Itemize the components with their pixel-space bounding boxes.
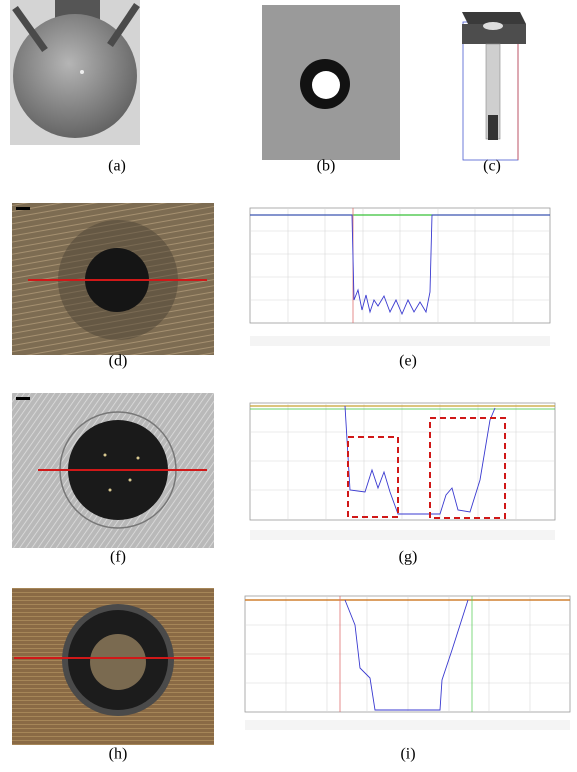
- micrograph-d: [12, 203, 214, 355]
- panel-label: (e): [399, 353, 417, 370]
- micrograph-h: [12, 588, 214, 745]
- panel-label: (h): [109, 746, 128, 763]
- panel-label: (b): [317, 158, 336, 175]
- panel-label: (c): [483, 158, 501, 175]
- panel-label: (a): [108, 158, 126, 175]
- panel-label: (f): [110, 549, 126, 566]
- micrograph-f: [12, 393, 214, 548]
- panel-label: (i): [400, 746, 415, 763]
- panel-label: (g): [399, 549, 418, 566]
- profile-g: [250, 403, 555, 540]
- page: {"panels": [{"label": "(a)"}, {"label": …: [0, 0, 577, 767]
- profile-e: [250, 208, 550, 346]
- photo-a: [10, 0, 140, 145]
- profile-i: [245, 596, 570, 730]
- render-c: [462, 12, 526, 160]
- photo-b: [262, 5, 400, 160]
- figure: (a) (b) (c) (d) (e) (f) (g) (h) (i): [0, 0, 577, 767]
- panel-label: (d): [109, 353, 128, 370]
